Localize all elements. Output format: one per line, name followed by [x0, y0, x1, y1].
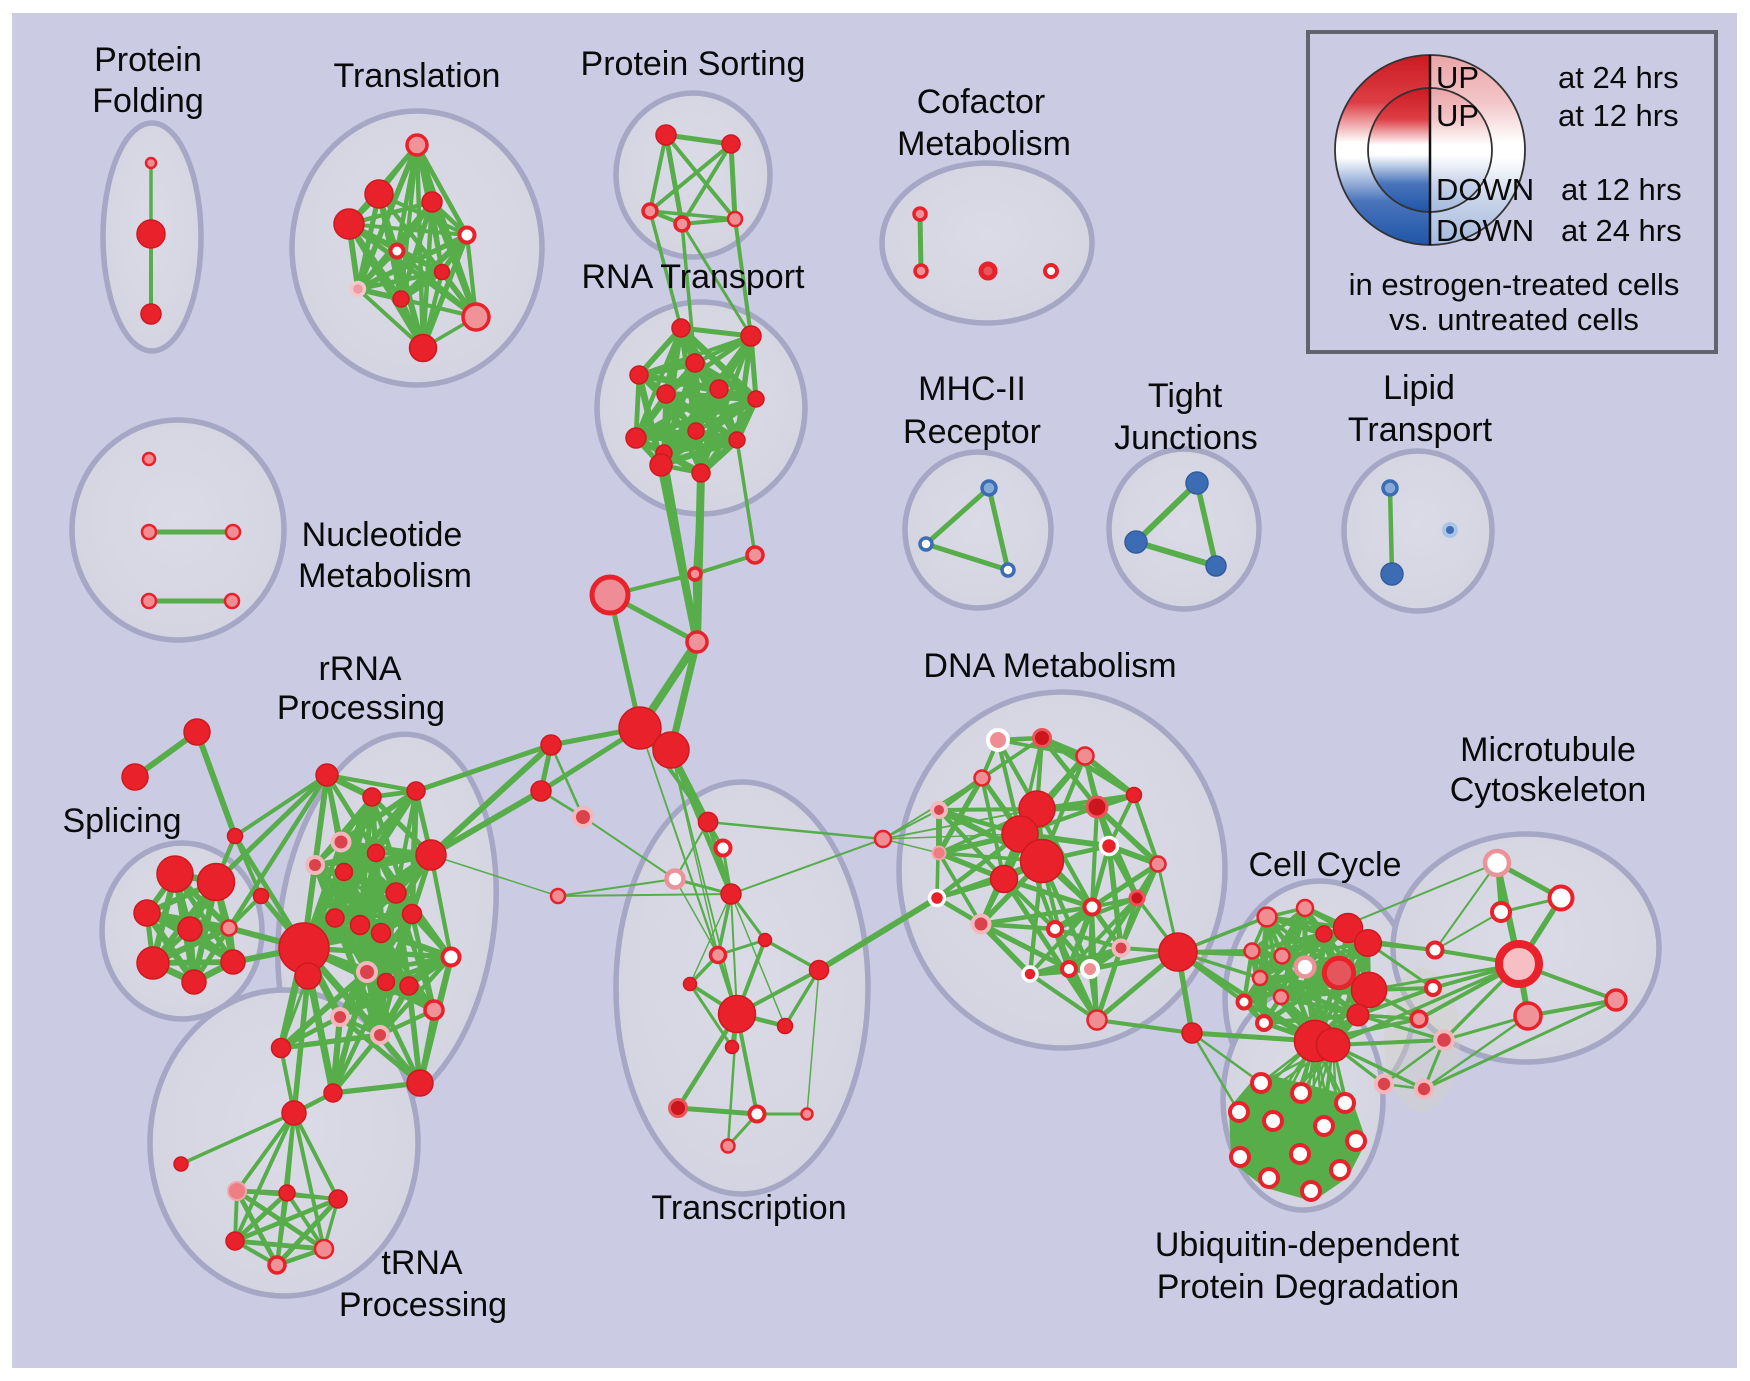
svg-text:Tight: Tight: [1148, 377, 1223, 415]
svg-text:Protein: Protein: [94, 41, 202, 79]
svg-text:Lipid: Lipid: [1383, 369, 1455, 407]
svg-text:Splicing: Splicing: [62, 802, 181, 840]
svg-text:MHC-II: MHC-II: [918, 370, 1026, 408]
svg-text:UP: UP: [1436, 60, 1479, 95]
svg-text:Nucleotide: Nucleotide: [302, 516, 463, 554]
svg-text:Transcription: Transcription: [651, 1189, 846, 1227]
svg-text:DOWN: DOWN: [1436, 213, 1534, 248]
svg-text:tRNA: tRNA: [381, 1244, 463, 1282]
svg-text:in estrogen-treated cells: in estrogen-treated cells: [1349, 267, 1680, 302]
svg-text:Cytoskeleton: Cytoskeleton: [1450, 771, 1647, 809]
svg-text:DOWN: DOWN: [1436, 172, 1534, 207]
svg-text:RNA Transport: RNA Transport: [582, 258, 806, 296]
svg-text:DNA Metabolism: DNA Metabolism: [923, 647, 1176, 685]
svg-text:vs. untreated cells: vs. untreated cells: [1389, 302, 1639, 337]
svg-text:rRNA: rRNA: [318, 650, 401, 688]
svg-text:Receptor: Receptor: [903, 413, 1041, 451]
svg-text:Protein Degradation: Protein Degradation: [1157, 1268, 1459, 1306]
svg-text:Ubiquitin-dependent: Ubiquitin-dependent: [1155, 1226, 1460, 1264]
svg-text:UP: UP: [1436, 98, 1479, 133]
svg-text:Junctions: Junctions: [1114, 419, 1258, 457]
svg-text:at 24 hrs: at 24 hrs: [1561, 213, 1682, 248]
svg-text:Cofactor: Cofactor: [917, 83, 1046, 121]
svg-text:Folding: Folding: [92, 82, 204, 120]
svg-text:Metabolism: Metabolism: [298, 557, 472, 595]
svg-text:Translation: Translation: [334, 57, 501, 95]
svg-text:Cell Cycle: Cell Cycle: [1248, 846, 1401, 884]
svg-text:at 24 hrs: at 24 hrs: [1558, 60, 1679, 95]
svg-text:Processing: Processing: [339, 1286, 507, 1324]
svg-text:Transport: Transport: [1348, 411, 1493, 449]
svg-text:at 12 hrs: at 12 hrs: [1561, 172, 1682, 207]
svg-text:Metabolism: Metabolism: [897, 125, 1071, 163]
svg-text:at 12 hrs: at 12 hrs: [1558, 98, 1679, 133]
svg-text:Microtubule: Microtubule: [1460, 731, 1636, 769]
svg-text:Protein Sorting: Protein Sorting: [581, 45, 806, 83]
svg-text:Processing: Processing: [277, 689, 445, 727]
